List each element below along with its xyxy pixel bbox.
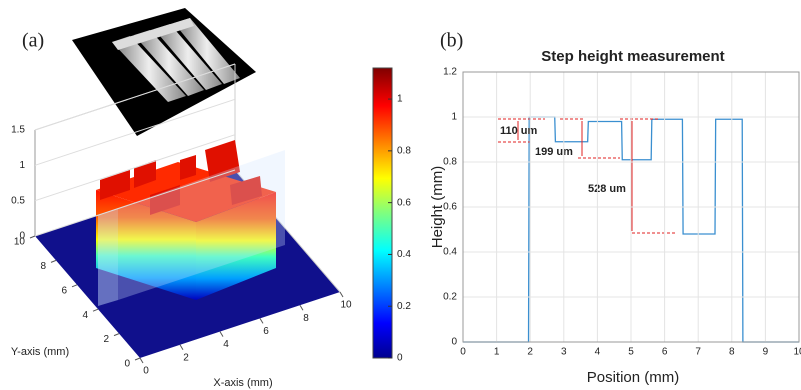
- colorbar-tick-label: 0.4: [397, 249, 411, 260]
- y-tick-label: 8: [40, 261, 46, 272]
- annotation: 199 um: [535, 146, 573, 158]
- x-tick-label: 8: [303, 313, 309, 324]
- y-tick-label: 1: [451, 112, 457, 123]
- y-tick-label: 2: [103, 334, 109, 345]
- y-tick: [72, 285, 77, 287]
- colorbar-tick-label: 1: [397, 94, 403, 105]
- y-tick-label: 6: [61, 285, 67, 296]
- figure: (a) X-axis (mm) Y-axis (mm) 024681002468…: [0, 0, 801, 390]
- x-tick-label: 10: [793, 347, 801, 358]
- y-tick: [30, 236, 35, 238]
- y-tick: [135, 358, 140, 360]
- y-tick-label: 1.2: [443, 67, 457, 78]
- colorbar-tick-label: 0.8: [397, 145, 411, 156]
- y-tick-label: 0.4: [443, 247, 457, 258]
- y-tick-label: 0.8: [443, 157, 457, 168]
- x-tick-label: 8: [729, 347, 735, 358]
- panel-a: (a) X-axis (mm) Y-axis (mm) 024681002468…: [11, 8, 411, 389]
- x-tick-label: 9: [763, 347, 769, 358]
- colorbar-tick-label: 0.2: [397, 301, 411, 312]
- y-tick-label: 0.2: [443, 292, 457, 303]
- z-tick-label: 1: [19, 160, 25, 171]
- panel-b: (b) Step height measurement Position (mm…: [429, 30, 801, 386]
- x-tick-label: 6: [662, 347, 668, 358]
- y-tick-label: 0: [451, 337, 457, 348]
- x-tick: [260, 318, 263, 323]
- x-tick-label: 2: [183, 352, 189, 363]
- z-tick-label: 0: [19, 231, 25, 242]
- x-tick-label: 4: [595, 347, 601, 358]
- x-tick-label: 2: [527, 347, 533, 358]
- y-tick-label: 0: [124, 359, 130, 370]
- x-axis-label: Position (mm): [587, 369, 680, 386]
- y-tick: [93, 309, 98, 311]
- x-tick-label: 3: [561, 347, 567, 358]
- y-axis-label: Y-axis (mm): [11, 346, 69, 358]
- panel-label: (a): [22, 30, 44, 52]
- annotation: 110 um: [500, 125, 538, 137]
- y-tick: [51, 260, 56, 262]
- y-tick: [114, 334, 119, 336]
- x-tick: [220, 332, 223, 337]
- x-axis-label: X-axis (mm): [213, 377, 272, 389]
- y-tick-label: 4: [82, 310, 88, 321]
- x-tick-label: 0: [460, 347, 466, 358]
- annotation-arrows: [518, 121, 632, 231]
- x-tick-label: 0: [143, 366, 149, 377]
- section-plane: [98, 208, 118, 306]
- chart-title: Step height measurement: [541, 48, 724, 65]
- panel-label: (b): [440, 30, 463, 52]
- x-tick: [300, 305, 303, 310]
- x-tick: [180, 345, 183, 350]
- x-tick: [340, 292, 343, 297]
- x-tick-label: 7: [695, 347, 701, 358]
- y-tick-label: 0.6: [443, 202, 457, 213]
- z-tick-label: 0.5: [11, 195, 25, 206]
- x-tick-label: 5: [628, 347, 634, 358]
- colorbar-tick-label: 0: [397, 353, 403, 364]
- x-tick-label: 1: [494, 347, 500, 358]
- z-tick-label: 1.5: [11, 125, 25, 136]
- x-tick-label: 4: [223, 339, 229, 350]
- colorbar: [373, 68, 392, 358]
- annotation: 528 um: [588, 183, 626, 195]
- x-tick-label: 6: [263, 326, 269, 337]
- x-tick-label: 10: [340, 300, 352, 311]
- colorbar-tick-label: 0.6: [397, 197, 411, 208]
- x-tick: [140, 358, 143, 363]
